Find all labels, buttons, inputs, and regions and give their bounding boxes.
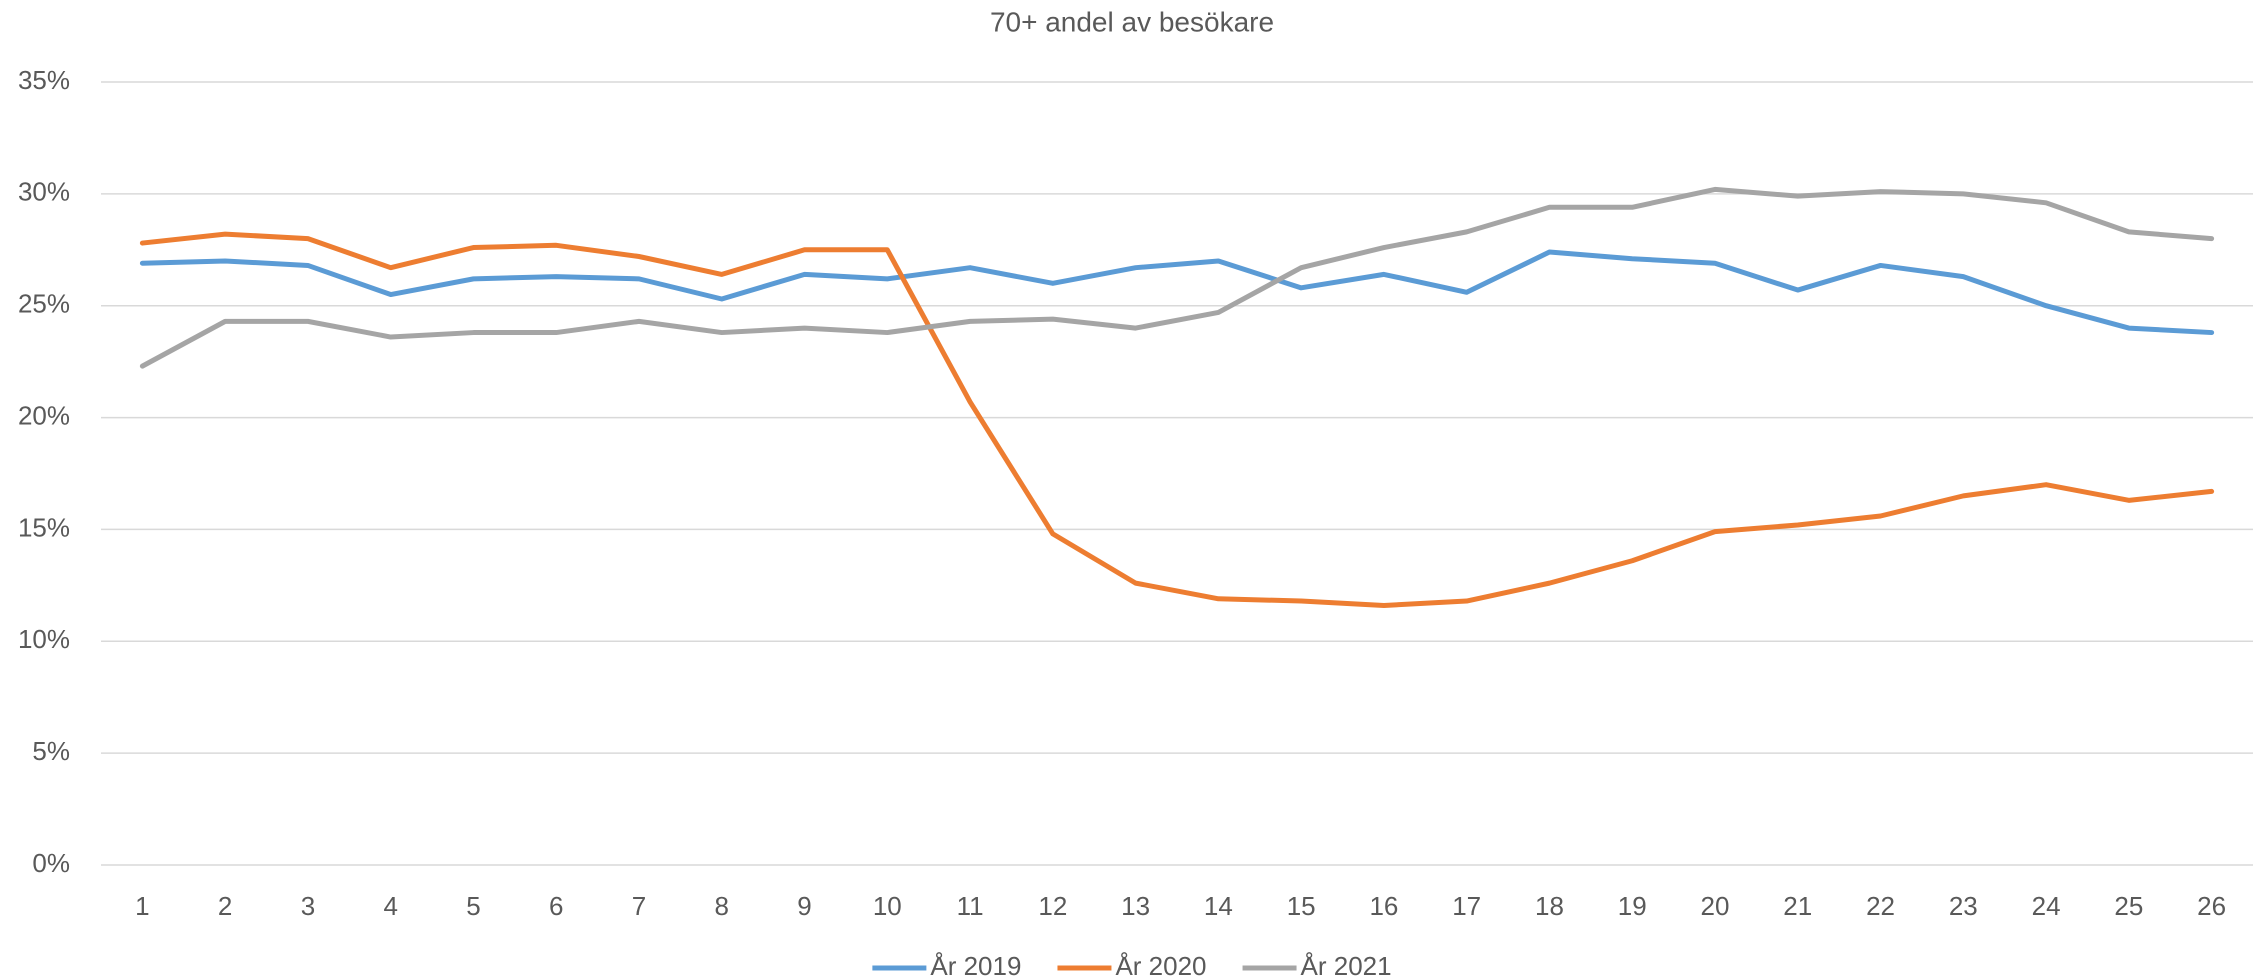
x-tick-label: 4 — [383, 891, 397, 921]
legend-label: År 2020 — [1115, 951, 1206, 980]
x-tick-label: 23 — [1949, 891, 1978, 921]
x-tick-label: 25 — [2114, 891, 2143, 921]
x-tick-label: 19 — [1618, 891, 1647, 921]
y-tick-label: 5% — [32, 736, 70, 766]
x-tick-label: 14 — [1204, 891, 1233, 921]
y-tick-label: 35% — [18, 65, 70, 95]
x-tick-label: 13 — [1121, 891, 1150, 921]
x-tick-label: 12 — [1038, 891, 1067, 921]
y-tick-label: 15% — [18, 512, 70, 542]
x-tick-label: 9 — [797, 891, 811, 921]
x-tick-label: 20 — [1701, 891, 1730, 921]
x-tick-label: 6 — [549, 891, 563, 921]
y-tick-label: 10% — [18, 624, 70, 654]
y-tick-label: 25% — [18, 289, 70, 319]
legend-label: År 2021 — [1301, 951, 1392, 980]
x-tick-label: 11 — [957, 891, 984, 921]
x-tick-label: 26 — [2197, 891, 2226, 921]
x-tick-label: 7 — [632, 891, 646, 921]
x-tick-label: 10 — [873, 891, 902, 921]
legend-label: År 2019 — [930, 951, 1021, 980]
x-tick-label: 18 — [1535, 891, 1564, 921]
y-tick-label: 20% — [18, 400, 70, 430]
chart-title: 70+ andel av besökare — [990, 6, 1274, 37]
x-tick-label: 15 — [1287, 891, 1316, 921]
series-line — [139, 231, 2215, 608]
x-tick-label: 21 — [1783, 891, 1812, 921]
y-tick-label: 0% — [32, 848, 70, 878]
x-tick-label: 5 — [466, 891, 480, 921]
x-tick-label: 16 — [1369, 891, 1398, 921]
series-line — [139, 249, 2215, 336]
x-tick-label: 1 — [135, 891, 149, 921]
series-line — [139, 186, 2215, 369]
x-tick-label: 24 — [2032, 891, 2061, 921]
x-tick-label: 2 — [218, 891, 232, 921]
x-tick-label: 8 — [715, 891, 729, 921]
y-tick-label: 30% — [18, 177, 70, 207]
x-tick-label: 22 — [1866, 891, 1895, 921]
x-tick-label: 3 — [301, 891, 315, 921]
x-tick-label: 17 — [1452, 891, 1481, 921]
